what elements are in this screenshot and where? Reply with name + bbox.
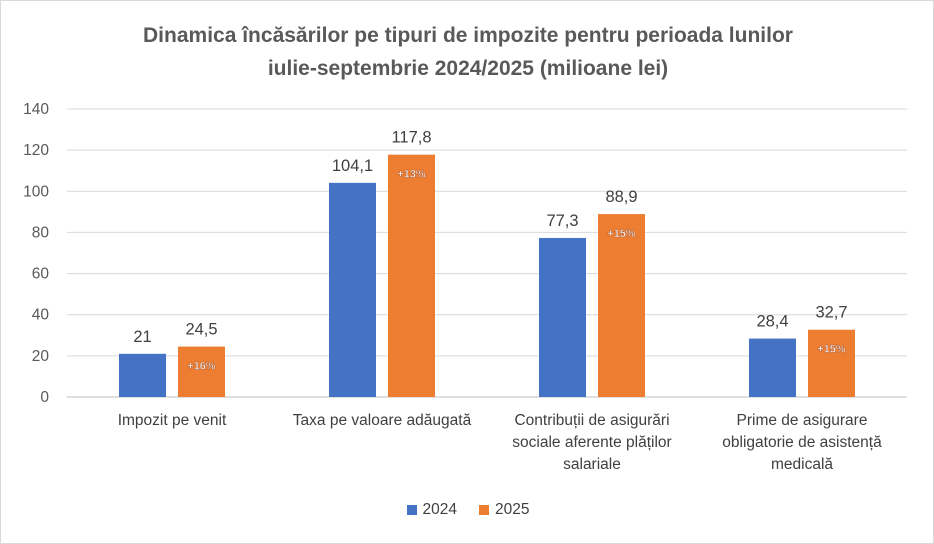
data-label: 32,7 xyxy=(815,304,847,322)
data-label: 117,8 xyxy=(391,129,431,147)
change-label: +15% xyxy=(817,344,846,356)
bar-2025 xyxy=(388,154,435,397)
bar-2024 xyxy=(539,237,586,397)
legend-swatch xyxy=(406,505,417,515)
change-label: +16% xyxy=(187,361,216,373)
y-tick-label: 20 xyxy=(32,348,50,365)
data-label: 24,5 xyxy=(185,321,217,339)
y-tick-label: 40 xyxy=(32,307,50,324)
data-label: 77,3 xyxy=(546,212,578,230)
category-label: Prime de asigurare obligatorie de asiste… xyxy=(722,412,882,473)
y-tick-label: 80 xyxy=(32,224,50,241)
data-label: 28,4 xyxy=(756,313,788,331)
bar-2024 xyxy=(749,338,796,397)
y-tick-label: 120 xyxy=(23,142,49,159)
category-label: Contribuții de asigurări sociale aferent… xyxy=(512,412,672,473)
change-label: +15% xyxy=(607,228,636,240)
bar-2025 xyxy=(808,329,855,397)
legend-swatch xyxy=(479,505,489,515)
data-label: 88,9 xyxy=(605,188,637,206)
chart-title-line: iulie-septembrie 2024/2025 (milioane lei… xyxy=(267,57,669,80)
data-label: 21 xyxy=(133,328,151,346)
y-tick-label: 100 xyxy=(23,183,49,200)
y-tick-label: 60 xyxy=(32,266,50,283)
legend: 2024 2025 xyxy=(1,501,933,519)
bar-2025 xyxy=(178,346,225,397)
bar-2025 xyxy=(598,214,645,397)
chart-title-line: Dinamica încăsărilor pe tipuri de impozi… xyxy=(143,24,793,47)
category-label: Taxa pe valoare adăugată xyxy=(292,412,472,429)
chart-title: Dinamica încăsărilor pe tipuri de impozi… xyxy=(1,19,933,85)
data-label: 104,1 xyxy=(332,157,373,175)
y-tick-label: 140 xyxy=(23,101,49,118)
y-tick-label: 0 xyxy=(40,389,49,406)
legend-label: 2024 xyxy=(422,501,457,518)
bar-2024 xyxy=(329,182,376,397)
legend-label: 2025 xyxy=(495,501,530,518)
legend-item-2025: 2025 xyxy=(479,501,529,519)
change-label: +13% xyxy=(397,169,426,181)
legend-item-2024: 2024 xyxy=(406,501,457,519)
bar-2024 xyxy=(119,353,166,397)
category-label: Impozit pe venit xyxy=(117,412,227,429)
